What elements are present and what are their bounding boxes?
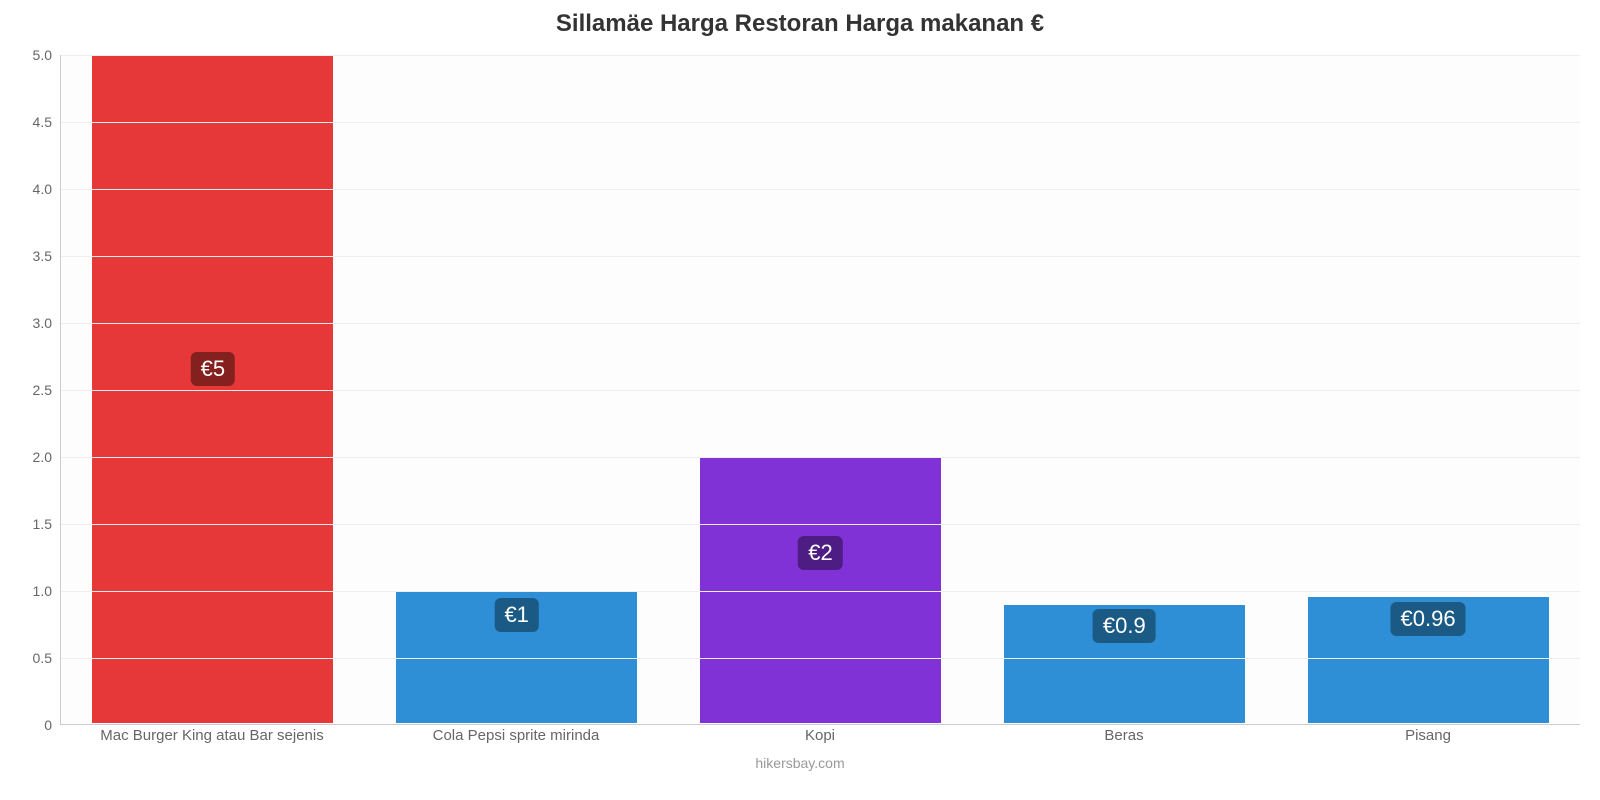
- y-tick-label: 1.0: [12, 583, 52, 599]
- bar: €0.96: [1307, 596, 1550, 724]
- y-tick-label: 3.0: [12, 315, 52, 331]
- gridline: [61, 189, 1580, 190]
- gridline: [61, 658, 1580, 659]
- gridline: [61, 122, 1580, 123]
- bar-value-label: €5: [191, 352, 235, 386]
- y-tick-label: 4.5: [12, 114, 52, 130]
- gridline: [61, 256, 1580, 257]
- x-axis-labels: Mac Burger King atau Bar sejenisCola Pep…: [60, 727, 1580, 744]
- y-tick-label: 2.0: [12, 449, 52, 465]
- x-tick-label: Pisang: [1276, 727, 1580, 744]
- gridline: [61, 55, 1580, 56]
- gridline: [61, 390, 1580, 391]
- y-tick-label: 0: [12, 717, 52, 733]
- y-tick-label: 3.5: [12, 248, 52, 264]
- y-tick-label: 2.5: [12, 382, 52, 398]
- gridline: [61, 457, 1580, 458]
- gridline: [61, 524, 1580, 525]
- y-tick-label: 0.5: [12, 650, 52, 666]
- x-tick-label: Mac Burger King atau Bar sejenis: [60, 727, 364, 744]
- chart-container: Sillamäe Harga Restoran Harga makanan € …: [0, 0, 1600, 800]
- y-tick-label: 1.5: [12, 516, 52, 532]
- bar: €0.9: [1003, 604, 1246, 724]
- y-tick-label: 5.0: [12, 47, 52, 63]
- gridline: [61, 591, 1580, 592]
- x-tick-label: Kopi: [668, 727, 972, 744]
- bar-value-label: €0.9: [1093, 609, 1156, 643]
- attribution-text: hikersbay.com: [0, 755, 1600, 771]
- chart-title: Sillamäe Harga Restoran Harga makanan €: [0, 10, 1600, 38]
- bar-value-label: €2: [798, 536, 842, 570]
- x-tick-label: Beras: [972, 727, 1276, 744]
- gridline: [61, 323, 1580, 324]
- plot-area: €5 €1 €2 €0.9 €0.96: [60, 55, 1580, 725]
- x-tick-label: Cola Pepsi sprite mirinda: [364, 727, 668, 744]
- bar-value-label: €0.96: [1391, 602, 1466, 636]
- y-tick-label: 4.0: [12, 181, 52, 197]
- bar-value-label: €1: [494, 598, 538, 632]
